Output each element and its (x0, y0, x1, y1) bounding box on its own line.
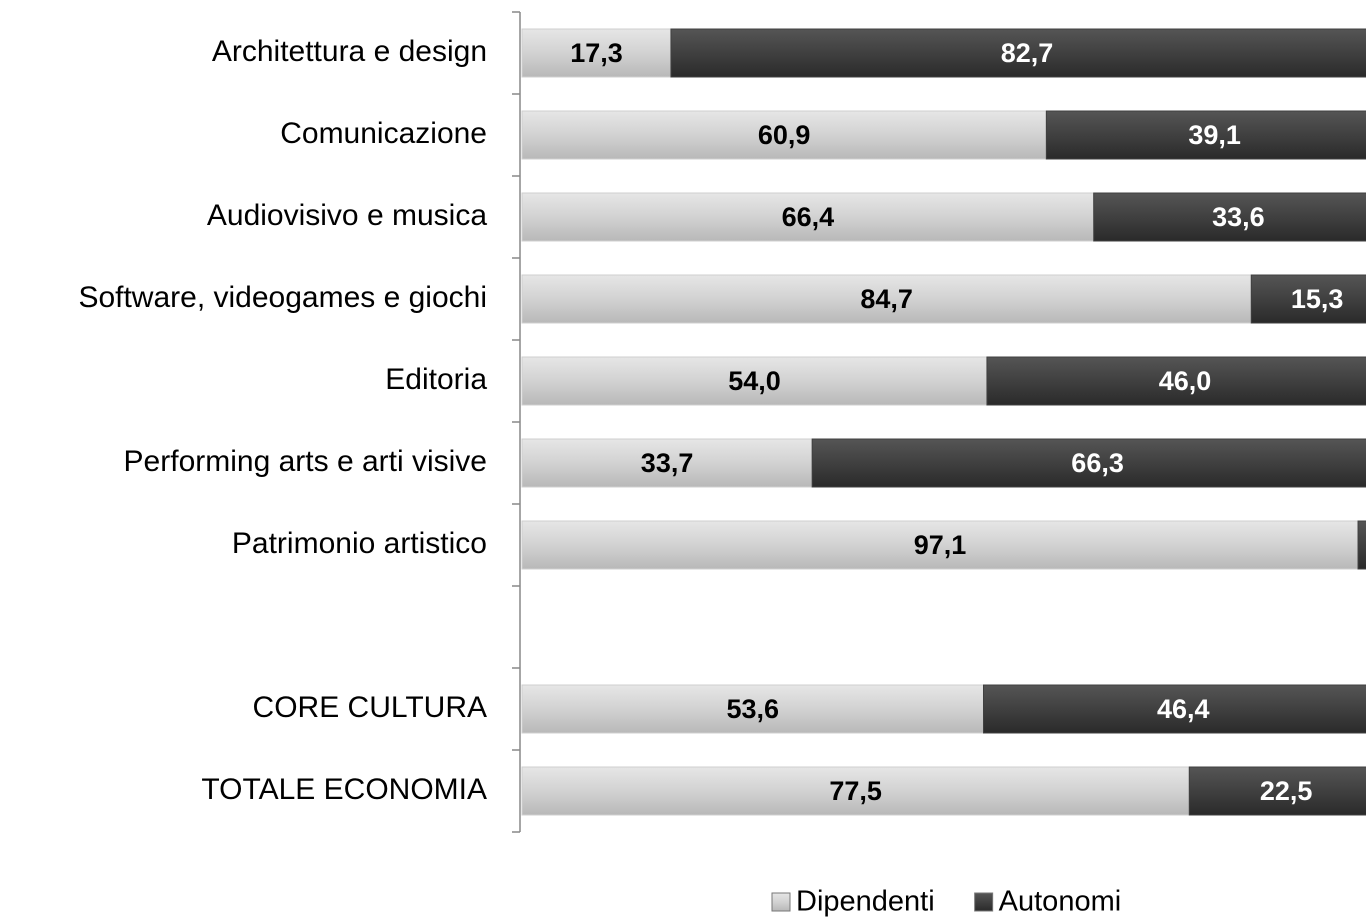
data-label: 33,7 (641, 448, 694, 478)
data-label: 82,7 (1001, 38, 1054, 68)
y-tick-label: Patrimonio artistico (232, 527, 487, 560)
bar-segment (521, 520, 1359, 570)
data-label: 15,3 (1291, 284, 1344, 314)
y-tick-label: TOTALE ECONOMIA (201, 773, 487, 806)
data-label: 66,4 (782, 202, 835, 232)
bar-segment (670, 28, 1366, 78)
y-tick-label: Comunicazione (280, 117, 487, 150)
legend-swatch (974, 892, 994, 912)
bar-segment (521, 28, 672, 78)
data-label: 39,1 (1188, 120, 1241, 150)
legend-label: Dipendenti (796, 886, 935, 918)
bar-segment (1250, 274, 1366, 324)
bar-segment (521, 684, 984, 734)
bar-segment (1357, 520, 1366, 570)
data-label: 66,3 (1071, 448, 1124, 478)
data-label: 33,6 (1212, 202, 1265, 232)
legend-swatch (771, 892, 791, 912)
legend-label: Autonomi (999, 886, 1122, 918)
data-label: 84,7 (860, 284, 913, 314)
data-label: 97,1 (914, 530, 967, 560)
bar-segment (1093, 192, 1366, 242)
bar-segment (521, 274, 1252, 324)
y-tick-label: Audiovisivo e musica (207, 199, 487, 232)
bar-segment (811, 438, 1366, 488)
bar-segment (521, 192, 1095, 242)
bar-segment (982, 684, 1366, 734)
bar-segment (1188, 766, 1366, 816)
data-label: 53,6 (726, 694, 779, 724)
bar-segment (521, 766, 1190, 816)
data-label: 46,0 (1159, 366, 1212, 396)
bar-segment (1045, 110, 1366, 160)
y-tick-label: Editoria (385, 363, 487, 396)
y-tick-label: Software, videogames e giochi (78, 281, 487, 314)
bar-segment (986, 356, 1366, 406)
data-label: 77,5 (829, 776, 882, 806)
data-label: 17,3 (570, 38, 623, 68)
data-label: 54,0 (728, 366, 781, 396)
y-tick-label: Performing arts e arti visive (124, 445, 487, 478)
bar-segment (521, 438, 813, 488)
data-label: 22,5 (1260, 776, 1313, 806)
y-tick-label: Architettura e design (212, 35, 487, 68)
y-tick-label: CORE CULTURA (253, 691, 487, 724)
bar-segment (521, 110, 1047, 160)
data-label: 60,9 (758, 120, 811, 150)
data-label: 46,4 (1157, 694, 1210, 724)
bar-segment (521, 356, 988, 406)
